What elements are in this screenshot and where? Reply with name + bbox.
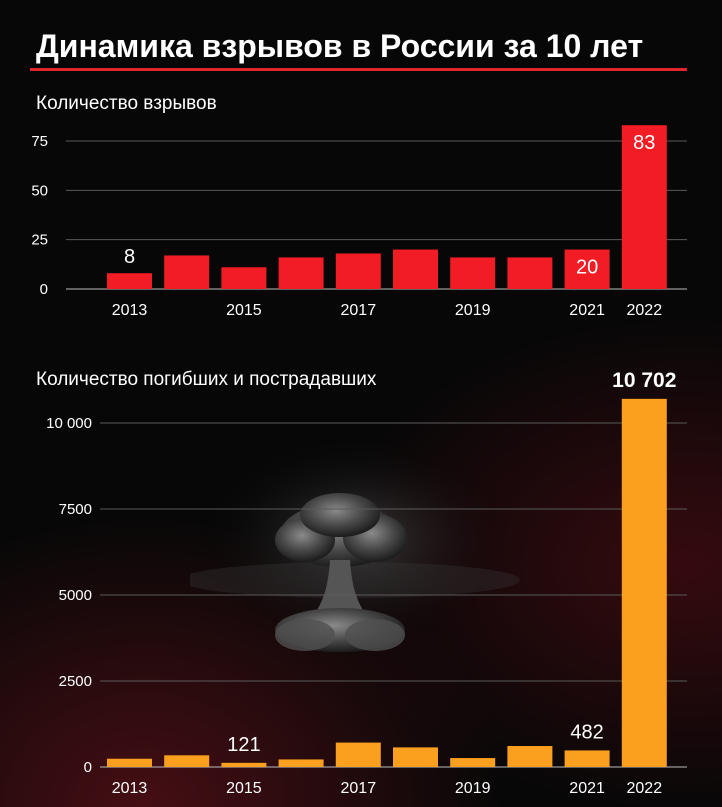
explosions-x-tick-label: 2013 xyxy=(112,302,148,319)
explosions-y-tick-label: 50 xyxy=(31,182,48,199)
casualties-bar xyxy=(450,758,496,767)
casualties-y-tick-label: 7500 xyxy=(59,501,92,518)
casualties-bar xyxy=(278,759,324,767)
explosions-bar xyxy=(393,249,438,289)
explosions-x-tick-label: 2022 xyxy=(627,302,663,319)
explosions-bar xyxy=(107,273,152,289)
explosions-bar xyxy=(621,125,667,289)
explosions-data-label: 20 xyxy=(576,257,598,279)
explosions-bar xyxy=(221,267,267,289)
title-underline xyxy=(30,68,687,71)
explosions-x-tick-label: 2021 xyxy=(569,302,605,319)
casualties-x-tick-label: 2017 xyxy=(341,780,377,797)
explosions-bar xyxy=(164,255,210,289)
chart-casualties-title: Количество погибших и пострадавших xyxy=(36,369,377,390)
explosions-y-tick-label: 75 xyxy=(31,133,48,150)
casualties-y-tick-label: 5000 xyxy=(59,587,92,604)
casualties-y-tick-label: 2500 xyxy=(59,673,92,690)
casualties-bar xyxy=(164,755,210,767)
explosions-bar xyxy=(335,253,381,289)
explosions-bar xyxy=(278,257,324,289)
explosions-data-label: 8 xyxy=(124,246,135,268)
casualties-x-tick-label: 2013 xyxy=(112,780,148,797)
explosions-y-tick-label: 0 xyxy=(40,281,48,298)
casualties-x-tick-label: 2022 xyxy=(627,780,663,797)
casualties-bar xyxy=(107,758,152,767)
casualties-x-tick-label: 2015 xyxy=(226,780,262,797)
explosions-x-tick-label: 2015 xyxy=(226,302,262,319)
mushroom-cloud-icon xyxy=(190,440,520,652)
casualties-y-tick-label: 0 xyxy=(84,759,92,776)
casualties-y-tick-label: 10 000 xyxy=(46,415,92,432)
explosions-x-tick-label: 2017 xyxy=(341,302,377,319)
casualties-x-tick-label: 2021 xyxy=(569,780,605,797)
casualties-bar xyxy=(507,746,553,767)
casualties-data-label: 121 xyxy=(227,734,260,756)
casualties-data-label: 482 xyxy=(570,721,603,743)
explosions-bar xyxy=(507,257,553,289)
casualties-bar xyxy=(564,750,610,767)
explosions-bar xyxy=(450,257,496,289)
casualties-data-label: 10 702 xyxy=(612,369,676,392)
explosions-x-tick-label: 2019 xyxy=(455,302,491,319)
explosions-y-tick-label: 25 xyxy=(31,232,48,249)
casualties-bar xyxy=(335,742,381,767)
casualties-x-tick-label: 2019 xyxy=(455,780,491,797)
explosions-bar xyxy=(564,249,610,289)
casualties-bar xyxy=(393,747,438,767)
chart-explosions-title: Количество взрывов xyxy=(36,93,217,114)
page-title: Динамика взрывов в России за 10 лет xyxy=(36,28,644,64)
explosions-data-label: 83 xyxy=(633,132,655,154)
casualties-bar xyxy=(221,762,267,767)
casualties-bar xyxy=(621,398,667,767)
